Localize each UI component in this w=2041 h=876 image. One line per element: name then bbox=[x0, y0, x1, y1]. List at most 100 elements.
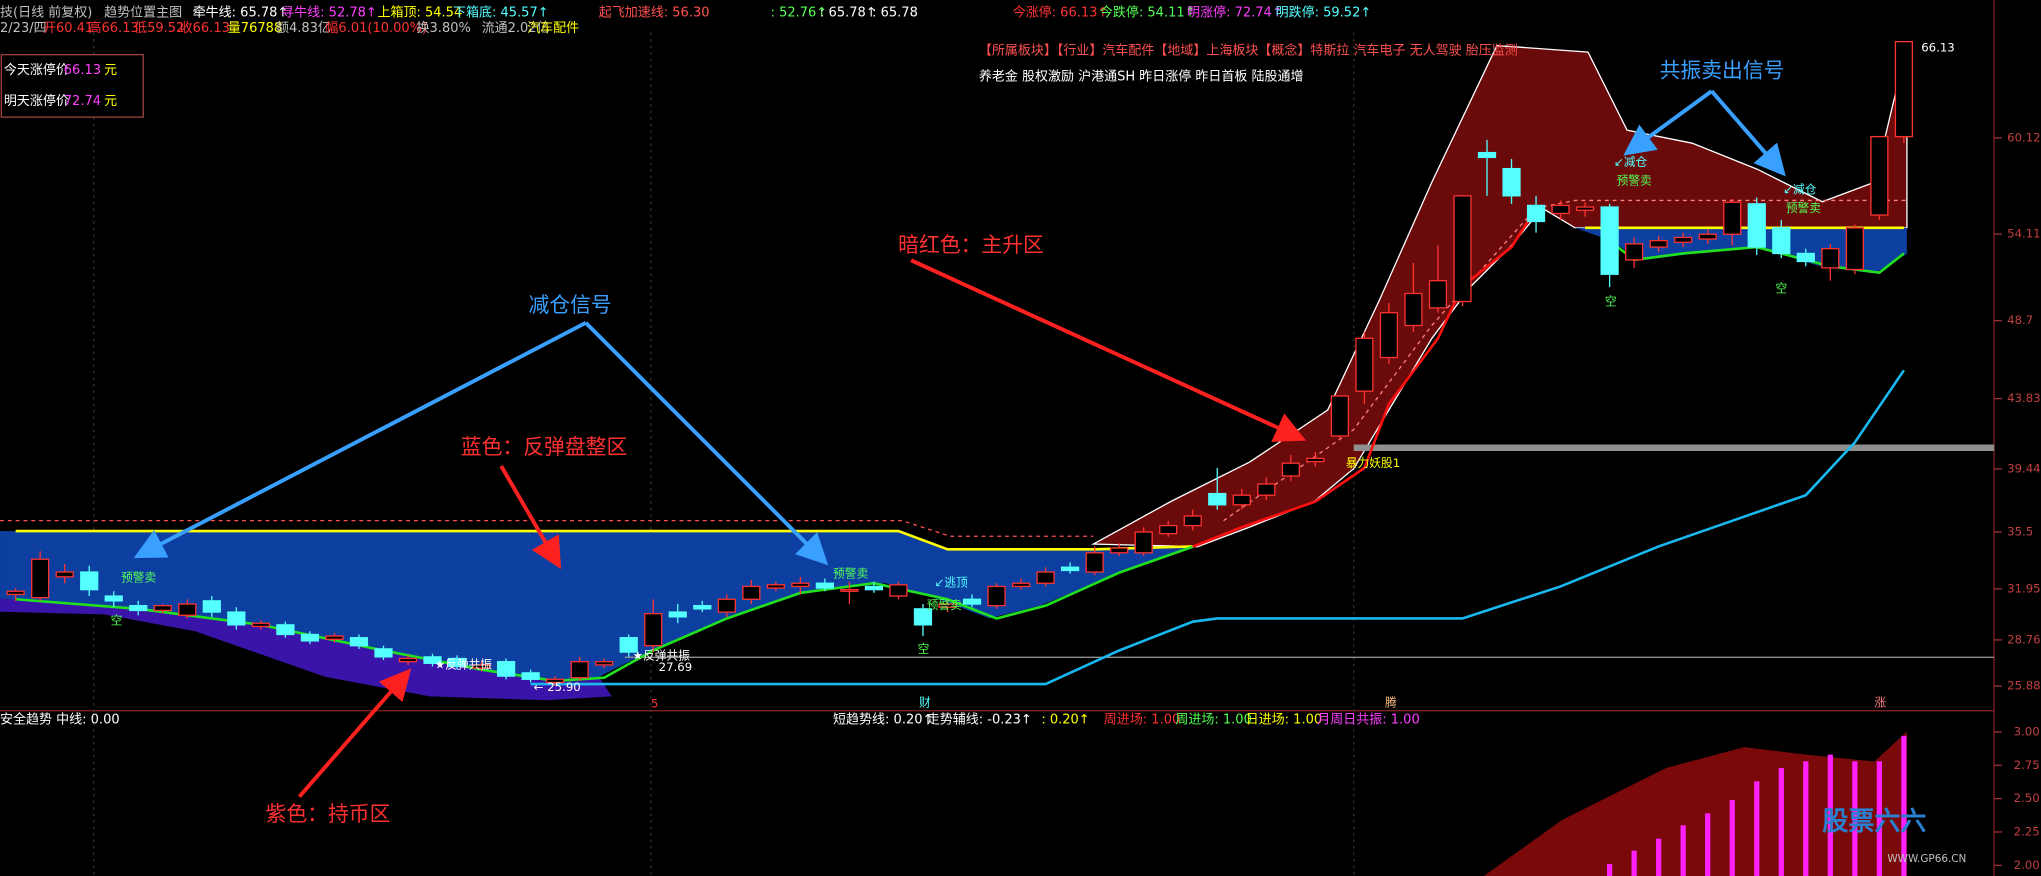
candle-body bbox=[1894, 41, 1914, 138]
info-unit: 元 bbox=[104, 94, 117, 109]
signal: 空 bbox=[1605, 294, 1617, 308]
info-value: 72.74 bbox=[64, 94, 101, 109]
signal: 66.13 bbox=[1921, 41, 1955, 55]
candle-body bbox=[1453, 195, 1472, 303]
candle-body bbox=[1428, 280, 1448, 309]
sub-label: : 0.20↑ bbox=[1041, 712, 1089, 727]
candle-body bbox=[864, 585, 884, 591]
candle-body bbox=[1477, 151, 1497, 159]
candle-body bbox=[1306, 457, 1325, 463]
candle-body bbox=[153, 605, 172, 612]
sub-zone bbox=[1483, 731, 1907, 876]
info-box bbox=[0, 54, 144, 118]
candle-body bbox=[1134, 531, 1153, 554]
candle-body bbox=[1625, 243, 1644, 261]
candle-body bbox=[1600, 206, 1619, 275]
candle-body bbox=[913, 608, 933, 626]
candle-body bbox=[104, 595, 123, 602]
annotation: 蓝色：反弹盘整区 bbox=[461, 435, 628, 459]
watermark-url: WWW.GP66.CN bbox=[1887, 853, 1966, 865]
y-tick-label: 2.25 bbox=[2014, 824, 2040, 838]
signal: 财 bbox=[919, 695, 931, 709]
sub-bar bbox=[1852, 761, 1858, 876]
signal: ← 25.90 bbox=[534, 680, 581, 694]
sub-bar bbox=[1656, 838, 1662, 876]
sub-label: 走势辅线: -0.23↑ bbox=[927, 711, 1032, 727]
candle-body bbox=[1796, 252, 1815, 263]
candle-body bbox=[1257, 483, 1276, 496]
y-tick-label: 39.44 bbox=[2007, 461, 2041, 475]
candle-body bbox=[472, 664, 491, 669]
sub-bar bbox=[1607, 863, 1613, 876]
undefined: 技(日线 前复权) bbox=[0, 5, 92, 21]
y-tick-label: 28.76 bbox=[2007, 632, 2041, 646]
annotation: 减仓信号 bbox=[528, 293, 611, 317]
signal: 空 bbox=[918, 642, 930, 656]
undefined: 今涨停: 66.13↑ bbox=[1013, 5, 1109, 21]
y-tick-label: 2.50 bbox=[2014, 791, 2040, 805]
undefined: 收66.13 bbox=[180, 21, 230, 36]
candle-body bbox=[1281, 462, 1300, 477]
candle-body bbox=[251, 622, 270, 628]
blue-zone bbox=[0, 531, 1198, 681]
y-tick-label: 3.00 bbox=[2014, 724, 2040, 738]
y-tick-label: 35.5 bbox=[2007, 525, 2033, 539]
candle-body bbox=[1232, 494, 1251, 506]
candle-body bbox=[325, 635, 344, 640]
undefined: 高66.13 bbox=[89, 20, 139, 36]
sub-label: 安全趋势 中线: 0.00 bbox=[0, 711, 120, 727]
signal: 27.69 bbox=[659, 660, 693, 674]
undefined: 上箱顶: 54.54 bbox=[377, 5, 462, 21]
candle-body bbox=[227, 611, 246, 626]
candle-body bbox=[1208, 492, 1227, 506]
signal: 腾 bbox=[1385, 695, 1397, 709]
candle-body bbox=[766, 584, 785, 589]
candle-body bbox=[1085, 552, 1104, 573]
undefined: 今跌停: 54.11↑ bbox=[1100, 5, 1196, 21]
candle-body bbox=[1355, 337, 1374, 392]
undefined: : 65.78↑ bbox=[820, 6, 877, 21]
candle-body bbox=[717, 598, 736, 613]
undefined: : 65.78 bbox=[872, 6, 918, 21]
sub-label: 月周日共振: 1.00 bbox=[1317, 712, 1419, 727]
sub-label: 短趋势线: 0.20↑ bbox=[833, 711, 933, 727]
sub-bar bbox=[1827, 754, 1833, 876]
indicator-line bbox=[1192, 207, 1538, 548]
candle-body bbox=[570, 661, 589, 679]
candle-body bbox=[595, 661, 614, 666]
undefined: 换3.80% bbox=[417, 21, 471, 36]
signal: 预警卖 bbox=[121, 570, 156, 584]
undefined: 牵牛线: 65.78↑ bbox=[193, 6, 289, 21]
candle-body bbox=[398, 657, 418, 663]
y-tick-label: 31.95 bbox=[2007, 581, 2041, 595]
candle-body bbox=[300, 633, 320, 642]
undefined: 2/23/四 bbox=[0, 21, 47, 36]
candle-body bbox=[80, 571, 99, 591]
red-zone bbox=[1090, 44, 1908, 548]
undefined: 起飞加速线: 56.30 bbox=[599, 6, 710, 21]
candle-body bbox=[1747, 203, 1766, 248]
signal: ↙逃顶 bbox=[935, 576, 969, 590]
candle-body bbox=[1036, 571, 1055, 584]
purple-zone bbox=[0, 598, 612, 701]
undefined: 额4.83亿 bbox=[276, 21, 331, 36]
undefined: 趋势位置主图 bbox=[104, 5, 182, 21]
candle-body bbox=[889, 584, 908, 597]
candle-body bbox=[521, 672, 540, 680]
candle-body bbox=[644, 613, 663, 647]
annotation: 紫色：持币区 bbox=[266, 802, 391, 826]
candle-body bbox=[1526, 204, 1546, 223]
annotation: 暗红色：主升区 bbox=[898, 233, 1044, 257]
candle-body bbox=[1845, 227, 1864, 271]
info-label: 明天涨停价 bbox=[4, 93, 69, 109]
info-label: 今天涨停价 bbox=[4, 62, 69, 78]
undefined: 量76788 bbox=[228, 21, 282, 36]
candle-body bbox=[1330, 395, 1349, 437]
indicator-line bbox=[15, 545, 1194, 683]
candle-body bbox=[6, 590, 25, 596]
candle-body bbox=[1404, 292, 1423, 327]
candle-body bbox=[619, 637, 638, 653]
signal: 涨 bbox=[1874, 695, 1886, 709]
